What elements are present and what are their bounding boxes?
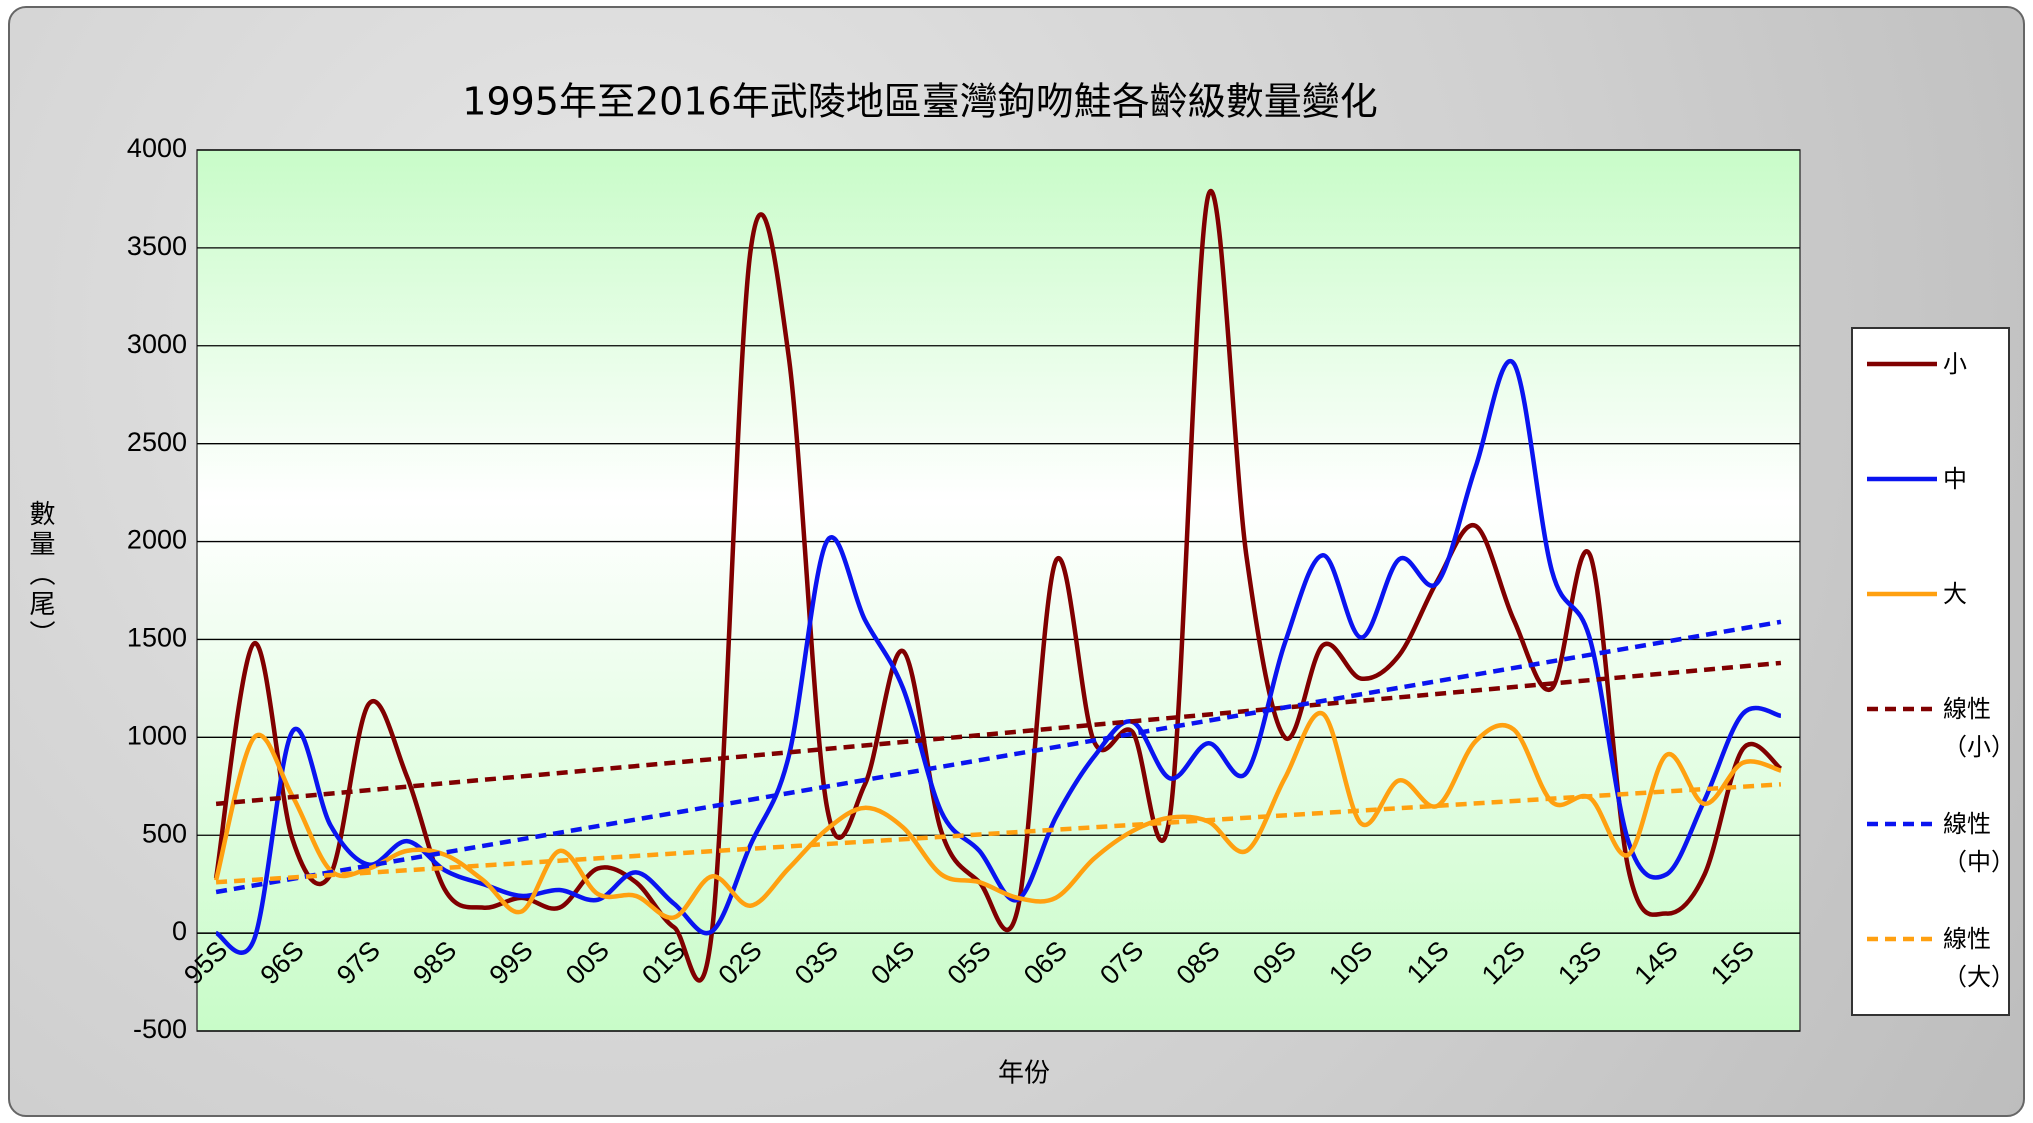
y-tick-label: 2000 bbox=[127, 525, 187, 555]
legend-entry: 線性（中） bbox=[1865, 805, 2015, 881]
legend-swatch bbox=[1867, 936, 1937, 942]
y-tick-label: 0 bbox=[172, 916, 187, 946]
trendline bbox=[215, 782, 1782, 885]
legend-label: 線性（小） bbox=[1943, 695, 2015, 761]
y-tick-label: -500 bbox=[133, 1014, 187, 1044]
legend-label: 大 bbox=[1943, 580, 1967, 608]
legend-swatch bbox=[1867, 821, 1937, 827]
legend-entry: 線性（大） bbox=[1865, 920, 2015, 996]
trendline bbox=[215, 660, 1782, 807]
y-axis-title: 數量（尾） bbox=[25, 500, 55, 650]
legend-entry: 線性（小） bbox=[1865, 690, 2015, 766]
legend-label: 線性（大） bbox=[1943, 925, 2015, 991]
series-line bbox=[213, 710, 1782, 920]
legend-swatch bbox=[1867, 706, 1937, 712]
trendline bbox=[215, 619, 1782, 895]
series-line bbox=[214, 358, 1782, 955]
y-tick-label: 500 bbox=[142, 818, 187, 848]
y-tick-label: 1500 bbox=[127, 623, 187, 653]
x-axis-title: 年份 bbox=[998, 1059, 1050, 1089]
legend-swatch bbox=[1867, 591, 1937, 597]
legend-label: 線性（中） bbox=[1943, 810, 2015, 876]
y-tick-label: 1000 bbox=[127, 720, 187, 750]
legend-label: 小 bbox=[1943, 350, 1967, 378]
y-tick-label: 4000 bbox=[127, 133, 187, 163]
y-tick-label: 3000 bbox=[127, 329, 187, 359]
legend-entry: 中 bbox=[1865, 460, 2005, 498]
legend-label: 中 bbox=[1943, 465, 1967, 493]
y-tick-label: 3500 bbox=[127, 231, 187, 261]
legend-swatch bbox=[1867, 476, 1937, 482]
legend-entry: 大 bbox=[1865, 575, 2005, 613]
legend-swatch bbox=[1867, 361, 1937, 367]
legend: 小中大線性（小） 線性（中） 線性（大） bbox=[1851, 327, 2015, 1016]
chart-title: 1995年至2016年武陵地區臺灣鉤吻鮭各齡級數量變化 bbox=[462, 80, 1377, 124]
legend-entry: 小 bbox=[1865, 345, 2005, 383]
y-tick-label: 2500 bbox=[127, 427, 187, 457]
series-line bbox=[213, 189, 1783, 983]
